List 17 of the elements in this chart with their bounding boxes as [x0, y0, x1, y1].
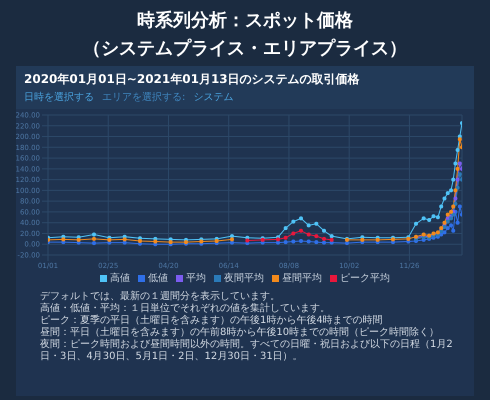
text: システム: [193, 91, 234, 104]
text: ピーク：夏季の平日（土曜日を含みます）の午後1時から午後4時までの時間: [40, 315, 384, 326]
legend-label: 平均: [186, 272, 206, 285]
legend-label: 高値: [110, 272, 130, 285]
text: エリアを選択する:: [102, 91, 186, 104]
text: 高値・低値・平均：１日単位でそれぞれの値を集計しています。: [40, 303, 331, 314]
text: 昼間：平日（土曜日を含みます）の午前8時から午後10時までの時間（ピーク時間除く）: [40, 327, 440, 338]
text: 2020年01月01日~2021年01月13日のシステムの取引価格: [24, 71, 361, 88]
text: 日時を選択する: [24, 90, 94, 104]
chart-title: 時系列分析：スポット価格: [136, 9, 354, 32]
text: デフォルトでは、最新の１週間分を表示しています。: [40, 291, 281, 302]
text: 夜間：ピーク時間および昼間時間以外の時間。すべての日曜・祝日および以下の日程（1月2日・3日、4月30日、5月1日・2日、12月30日・31日）。: [40, 339, 454, 363]
legend-label: 夜間平均: [224, 272, 264, 285]
legend-label: 昼間平均: [282, 272, 322, 285]
legend-label: 低値: [148, 272, 168, 285]
chart-subtitle: （システムプライス・エリアプライス）: [82, 37, 408, 60]
legend-label: ピーク平均: [340, 272, 390, 285]
